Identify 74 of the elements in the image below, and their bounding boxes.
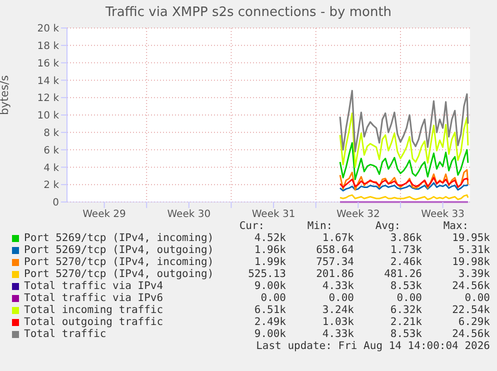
legend-label: Port 5270/tcp (IPv4, incoming) xyxy=(24,256,215,268)
line-series xyxy=(339,169,469,191)
y-tick-label: 16 k xyxy=(37,58,60,70)
text: 24.56k xyxy=(451,328,490,340)
chart-title: Traffic via XMPP s2s connections - by month xyxy=(104,5,393,20)
text: 525.13 xyxy=(247,268,286,280)
text: 2.49k xyxy=(253,316,286,328)
line-series xyxy=(339,112,469,168)
text: 5.31k xyxy=(457,244,490,256)
line-series xyxy=(339,90,469,152)
text: 4.33k xyxy=(321,280,354,292)
text: 6.51k xyxy=(253,304,286,316)
y-tick-label: 2 k xyxy=(44,180,60,192)
text: 1.99k xyxy=(253,256,286,268)
x-tick-label: Week 33 xyxy=(421,209,464,220)
line-series xyxy=(339,176,469,188)
y-tick-label: 6 k xyxy=(44,145,60,156)
y-tick-label: 0 xyxy=(52,198,59,209)
text: 22.54k xyxy=(451,304,490,316)
text: 2.46k xyxy=(389,256,422,268)
line-series xyxy=(339,182,469,192)
legend-label: Port 5269/tcp (IPv4, incoming) xyxy=(24,232,215,244)
y-tick-label: 20 k xyxy=(37,24,60,35)
text: 0.00 xyxy=(260,292,286,304)
y-tick-label: 8 k xyxy=(44,128,60,139)
text: 6.29k xyxy=(457,316,490,328)
text: 3.39k xyxy=(457,268,490,280)
y-tick-label: 10 k xyxy=(37,110,60,122)
text: Min: xyxy=(306,220,334,232)
text: 1.96k xyxy=(253,244,286,256)
legend-label: Total outgoing traffic xyxy=(24,316,164,328)
text: 4.33k xyxy=(321,328,354,340)
legend-label: Total incoming traffic xyxy=(24,304,164,316)
x-tick-label: Week 31 xyxy=(252,209,296,220)
text: 9.00k xyxy=(253,328,286,340)
text: Last update: Fri Aug 14 14:00:04 2026 xyxy=(255,340,490,352)
text: 19.98k xyxy=(451,256,490,268)
x-tick-label: Week 32 xyxy=(336,209,380,220)
legend-label: Total traffic xyxy=(24,328,108,340)
text: 757.34 xyxy=(315,256,354,268)
text: 24.56k xyxy=(451,280,490,292)
text: 19.95k xyxy=(451,232,490,244)
x-tick-label: Week 30 xyxy=(167,209,211,220)
text: 8.53k xyxy=(389,280,422,292)
text: 0.00 xyxy=(328,292,354,304)
line-series xyxy=(339,142,469,180)
y-tick-label: 14 k xyxy=(37,76,60,87)
legend-label: Total traffic via IPv6 xyxy=(24,292,164,304)
text: 658.64 xyxy=(315,244,354,256)
text: 3.86k xyxy=(389,232,422,244)
legend-label: Total traffic via IPv4 xyxy=(24,280,164,292)
y-axis-title: bytes/s xyxy=(0,74,11,115)
text: 0.00 xyxy=(396,292,422,304)
text: Avg: xyxy=(374,220,402,232)
text: 0.00 xyxy=(464,292,490,304)
legend-label: Port 5269/tcp (IPv4, outgoing) xyxy=(24,244,215,256)
y-tick-label: 12 k xyxy=(37,93,60,104)
text: 1.67k xyxy=(321,232,354,244)
text: 1.73k xyxy=(389,244,422,256)
text: 8.53k xyxy=(389,328,422,340)
y-tick-label: 4 k xyxy=(44,162,60,174)
text: 481.26 xyxy=(383,268,422,280)
text: 1.03k xyxy=(321,316,354,328)
text: 4.52k xyxy=(253,232,286,244)
text: Max: xyxy=(442,220,470,232)
legend-label: Port 5270/tcp (IPv4, outgoing) xyxy=(24,268,215,280)
x-tick-label: Week 29 xyxy=(82,209,126,220)
text: 201.86 xyxy=(315,268,354,280)
text: 6.32k xyxy=(389,304,422,316)
text: 3.24k xyxy=(321,304,354,316)
y-tick-label: 18 k xyxy=(37,40,60,52)
text: Cur: xyxy=(238,220,266,232)
text: 9.00k xyxy=(253,280,286,292)
text: 2.21k xyxy=(389,316,422,328)
